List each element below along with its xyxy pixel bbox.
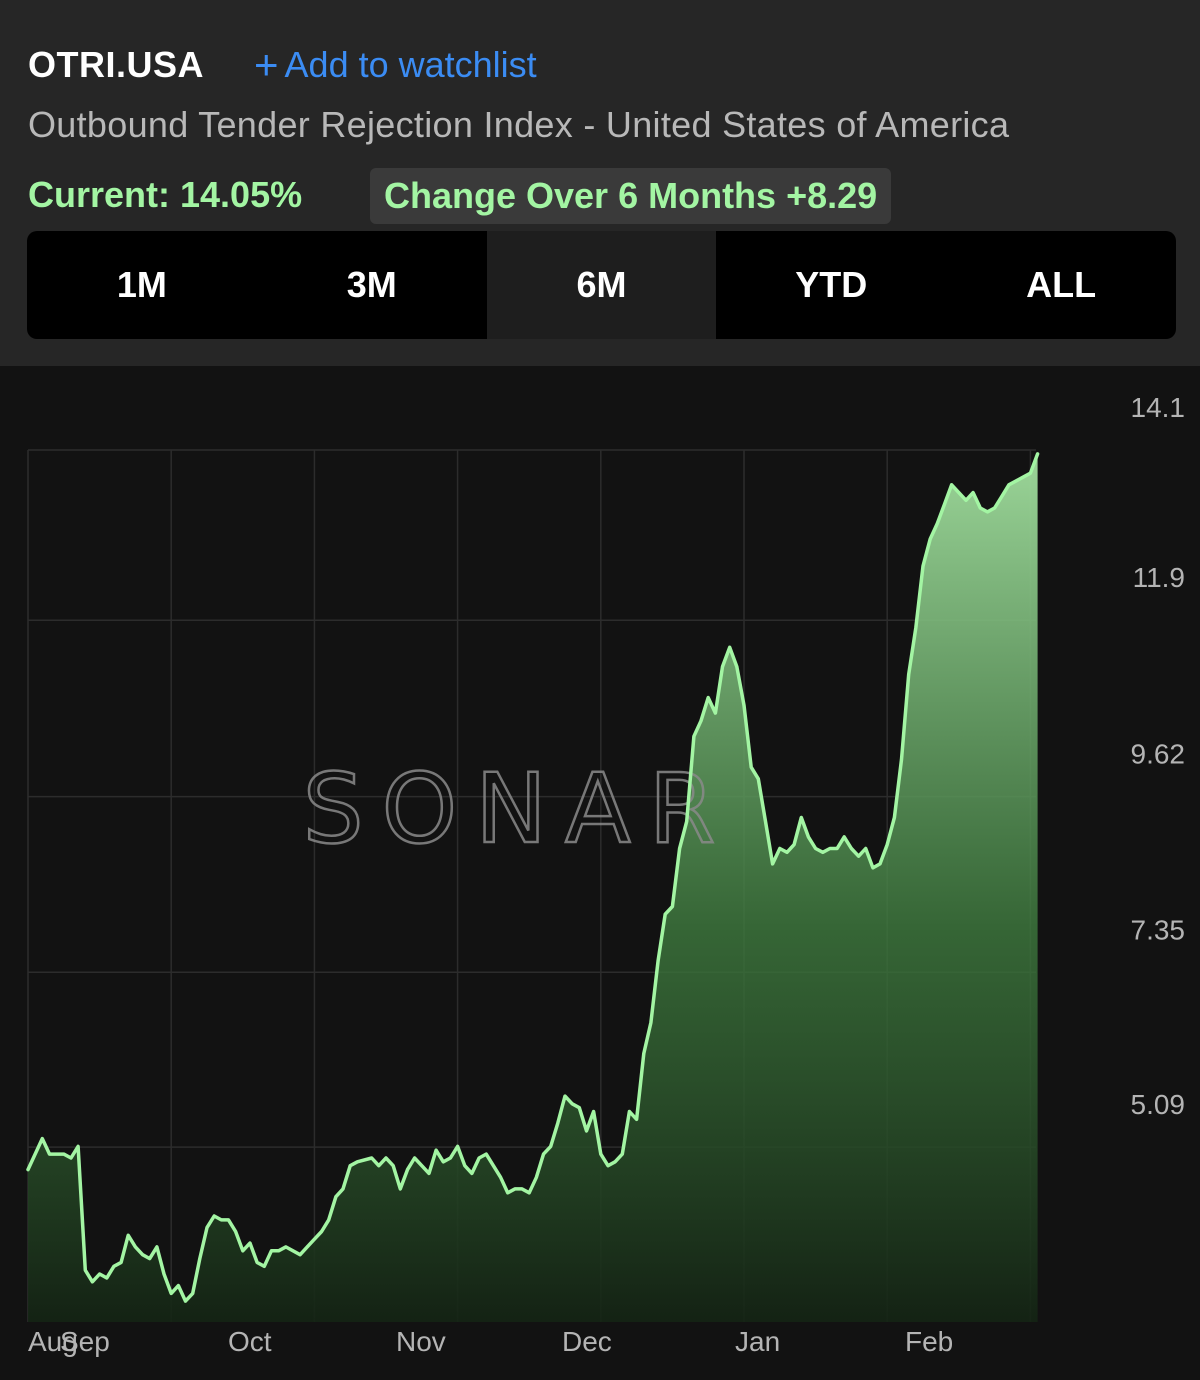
x-tick-label: Feb	[905, 1326, 953, 1357]
ticker-symbol: OTRI.USA	[28, 44, 205, 85]
x-tick-label: Oct	[228, 1326, 272, 1357]
range-1m-button[interactable]: 1M	[116, 264, 167, 305]
range-ytd-button[interactable]: YTD	[795, 264, 868, 305]
index-subtitle: Outbound Tender Rejection Index - United…	[28, 104, 1010, 145]
watchlist-label: Add to watchlist	[284, 44, 537, 85]
x-tick-label: Nov	[396, 1326, 446, 1357]
series-area-fill	[28, 453, 1038, 1322]
series-line	[26, 452, 1040, 1303]
y-tick-label: 5.09	[1131, 1089, 1186, 1120]
current-value: Current: 14.05%	[28, 174, 303, 215]
y-tick-label: 11.9	[1133, 562, 1185, 593]
y-axis: 14.1 11.9 9.62 7.35 5.09	[1131, 392, 1186, 1120]
range-6m-button[interactable]: 6M	[486, 231, 717, 339]
range-selector: 1M 3M 6M YTD ALL	[27, 231, 1176, 339]
range-3m-button[interactable]: 3M	[346, 264, 397, 305]
x-tick-label: Dec	[562, 1326, 612, 1357]
x-tick-label: Jan	[735, 1326, 780, 1357]
range-all-button[interactable]: ALL	[1026, 264, 1097, 305]
sonar-watermark: SONAR	[303, 753, 734, 865]
y-tick-label: 9.62	[1131, 739, 1186, 770]
x-tick-label: Sep	[60, 1326, 110, 1357]
y-tick-label: 14.1	[1131, 392, 1186, 423]
add-to-watchlist-link[interactable]: + Add to watchlist	[254, 44, 537, 86]
change-badge: Change Over 6 Months +8.29	[370, 168, 892, 224]
y-tick-label: 7.35	[1131, 914, 1186, 945]
chart-area: SONAR 14.1 11.9 9.62 7.35 5.09 Aug Sep Oct Nov D…	[0, 366, 1200, 1375]
header: OTRI.USA + Add to watchlist Outbound Ten…	[0, 0, 1200, 366]
x-tick-label: Aug	[28, 1326, 78, 1357]
plus-icon: +	[254, 41, 279, 88]
